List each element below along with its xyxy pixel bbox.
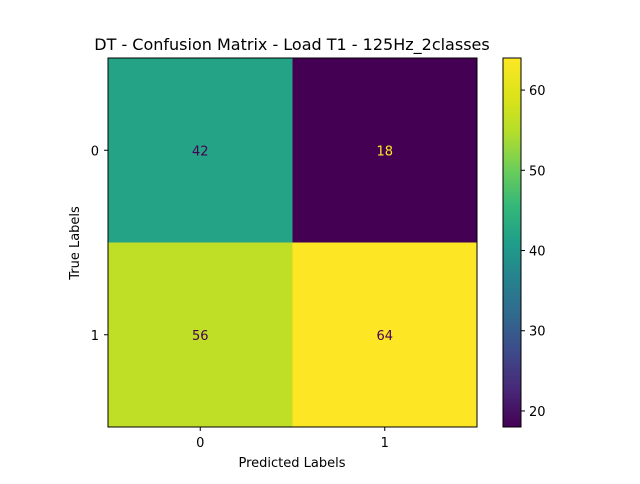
heatmap-cell-r1-c1: [292, 242, 478, 428]
cell-value-label-r1-c0: 56: [192, 329, 209, 344]
x-tick-label: 1: [381, 436, 389, 451]
colorbar-ticks: 20 30 40 50 60: [521, 84, 546, 420]
x-axis-label: Predicted Labels: [238, 456, 345, 471]
x-tick-label: 0: [196, 436, 204, 451]
plot-frame: [107, 57, 478, 428]
cell-value-label-r1-c1: 64: [376, 329, 393, 344]
colorbar-tick-label: 60: [529, 84, 546, 99]
chart-title: DT - Confusion Matrix - Load T1 - 125Hz_…: [94, 35, 489, 55]
colorbar-tick-label: 20: [529, 405, 546, 420]
heatmap-value-labels: 42 18 56 64: [192, 144, 393, 344]
colorbar: [502, 57, 522, 428]
colorbar-tick-label: 40: [529, 245, 546, 260]
colorbar-tick-label: 30: [529, 325, 546, 340]
heatmap-cells: [108, 58, 478, 428]
cell-value-label-r0-c1: 18: [376, 144, 393, 159]
heatmap-cell-r1-c0: [108, 242, 293, 428]
y-axis: 01: [91, 144, 108, 344]
y-tick-label: 1: [91, 329, 99, 344]
y-tick-label: 0: [91, 144, 99, 159]
heatmap-cell-r0-c1: [292, 58, 478, 243]
y-axis-label: True Labels: [68, 206, 83, 281]
colorbar-tick-label: 50: [529, 164, 546, 179]
heatmap-cell-r0-c0: [108, 58, 293, 243]
cell-value-label-r0-c0: 42: [192, 144, 209, 159]
